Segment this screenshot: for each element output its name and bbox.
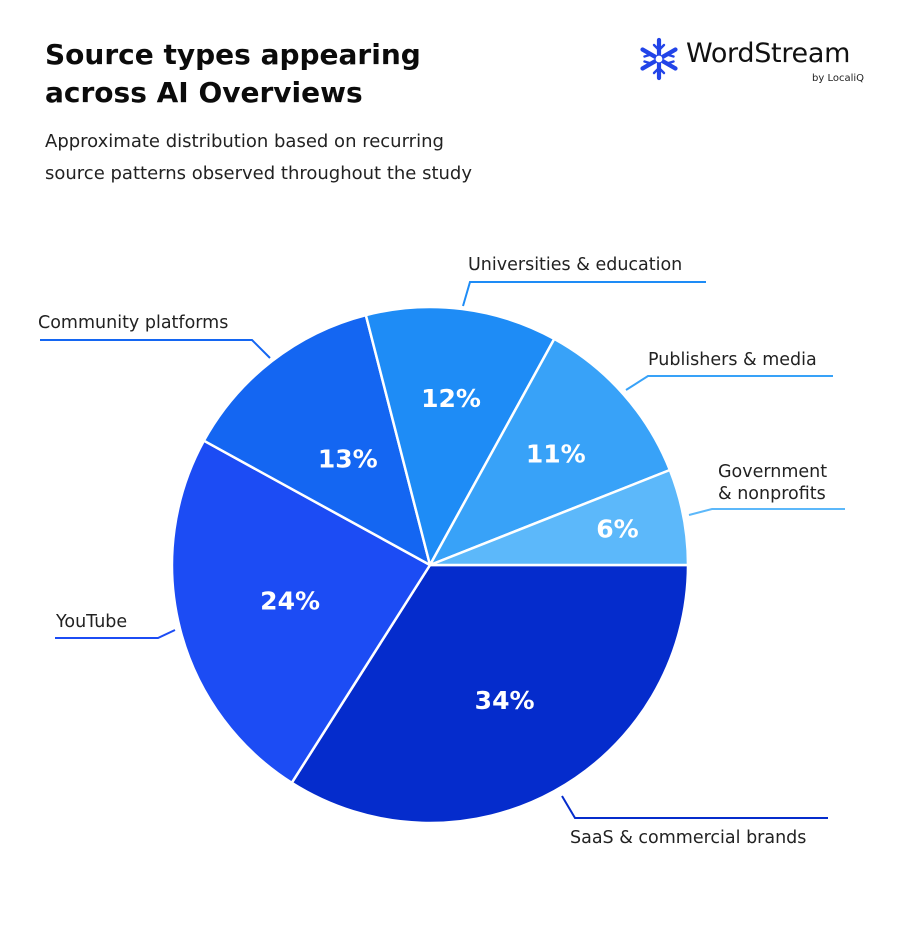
data-label-community-platforms: 13%: [318, 445, 378, 474]
leader-line-community-platforms: [40, 339, 271, 359]
data-label-youtube: 24%: [260, 586, 320, 615]
data-label-universities-and-education: 12%: [421, 384, 481, 413]
data-label-government-and-nonprofits: 6%: [596, 515, 638, 544]
category-label-community-platforms: Community platforms: [38, 313, 228, 333]
pie-slice-government-and-nonprofits: [428, 468, 690, 567]
chart-title-line-2: across AI Overviews: [45, 76, 363, 109]
leader-line-saas-and-commercial-brands: [561, 795, 828, 819]
snowflake-star-icon: [640, 37, 678, 81]
leader-line-publishers-and-media: [625, 375, 833, 391]
data-label-publishers-and-media: 11%: [526, 440, 586, 469]
pie-slice-saas-and-commercial-brands: [290, 563, 690, 825]
logo-byline: by LocaliQ: [812, 73, 865, 84]
logo-wordmark: WordStream: [686, 38, 851, 69]
pie-slice-youtube: [170, 439, 432, 785]
chart-subtitle-line-1: Approximate distribution based on recurr…: [45, 131, 444, 152]
leader-line-universities-and-education: [462, 281, 706, 307]
pie-slice-community-platforms: [202, 313, 432, 567]
category-label-government-and-nonprofits: Government & nonprofits: [718, 462, 827, 504]
pie-slice-universities-and-education: [364, 305, 556, 567]
chart-subtitle-line-2: source patterns observed throughout the …: [45, 163, 473, 184]
pie-slice-publishers-and-media: [428, 337, 672, 567]
leader-line-youtube: [55, 629, 176, 639]
chart-title: Source types appearing across AI Overvie…: [45, 36, 565, 112]
chart-subtitle: Approximate distribution based on recurr…: [45, 126, 565, 190]
category-label-saas-and-commercial-brands: SaaS & commercial brands: [570, 828, 806, 848]
category-label-publishers-and-media: Publishers & media: [648, 350, 817, 370]
leader-line-government-and-nonprofits: [688, 508, 845, 516]
category-label-universities-and-education: Universities & education: [468, 255, 682, 275]
data-label-saas-and-commercial-brands: 34%: [475, 686, 535, 715]
wordstream-logo: WordStream by LocaliQ: [636, 36, 876, 84]
category-label-youtube: YouTube: [55, 612, 127, 632]
chart-title-line-1: Source types appearing: [45, 38, 421, 71]
